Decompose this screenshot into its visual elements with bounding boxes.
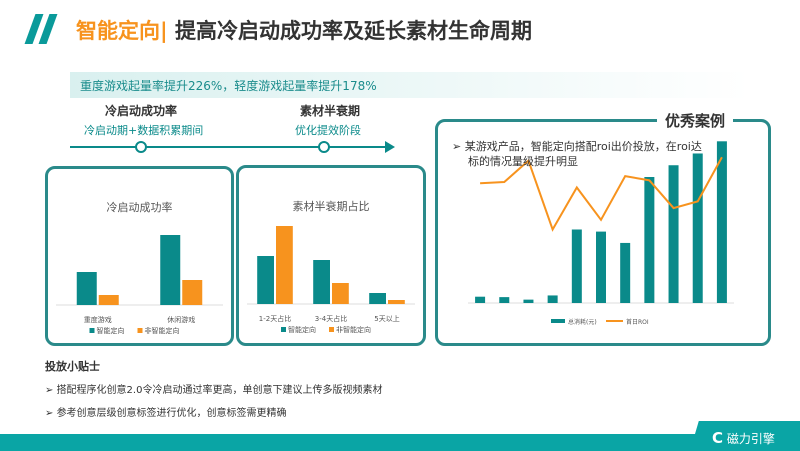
timeline-dot <box>318 141 330 153</box>
legend-swatch <box>329 327 334 332</box>
bar-total-spend <box>547 295 558 303</box>
case-text: ➢ 某游戏产品，智能定向搭配roi出价投放，在roi达 标的情况量级提升明显 <box>452 140 702 168</box>
timeline-arrow <box>385 141 395 153</box>
legend-label: 智能定向 <box>97 326 125 335</box>
x-tick-label: 休闲游戏 <box>167 315 195 324</box>
highlight-banner: 重度游戏起量率提升226%，轻度游戏起量率提升178% <box>70 72 750 98</box>
bar-smart <box>76 272 97 305</box>
case-box: 总消耗(元) 首日ROI <box>435 119 771 346</box>
line-first-day-roi <box>480 156 723 232</box>
tips-heading: 投放小贴士 <box>45 360 100 373</box>
bar-total-spend <box>620 242 631 303</box>
x-tick-label: 3-4天占比 <box>315 314 347 323</box>
legend-swatch <box>281 327 286 332</box>
legend-swatch <box>551 319 565 323</box>
legend-label: 非智能定向 <box>336 325 371 334</box>
bullet-icon: ➢ <box>45 408 57 419</box>
stage1-title: 冷启动成功率 <box>105 104 178 118</box>
chart-title: 素材半衰期占比 <box>293 199 370 213</box>
bar-smart <box>257 256 274 304</box>
bar-total-spend <box>475 296 486 303</box>
bar-total-spend <box>571 229 582 303</box>
bar-total-spend <box>716 141 727 303</box>
bar-non-smart <box>388 300 405 304</box>
tips-section: 投放小贴士 ➢ 搭配程序化创意2.0令冷启动通过率更高，单创意下建议上传多版视频… <box>45 358 382 427</box>
bar-total-spend <box>692 153 703 303</box>
footer-bar <box>0 434 800 451</box>
bar-total-spend <box>523 299 534 303</box>
stage2-sub: 优化提效阶段 <box>295 124 361 137</box>
bullet-icon: ➢ <box>45 385 57 396</box>
chart-title: 冷启动成功率 <box>107 200 173 214</box>
case-heading: 优秀案例 <box>657 110 734 131</box>
x-tick-label: 1-2天占比 <box>259 314 291 323</box>
bullet-icon: ➢ <box>452 140 465 153</box>
case-chart: 总消耗(元) 首日ROI <box>468 141 734 326</box>
tip-item: ➢ 参考创意层级创意标签进行优化，创意标签需更精确 <box>45 408 287 419</box>
tip-item: ➢ 搭配程序化创意2.0令冷启动通过率更高，单创意下建议上传多版视频素材 <box>45 385 383 396</box>
legend-swatch <box>137 328 143 333</box>
timeline-dot <box>135 141 147 153</box>
bar-non-smart <box>332 283 349 304</box>
x-tick-label: 重度游戏 <box>84 315 112 324</box>
chart-box-half-life: 素材半衰期占比 1-2天占比 3-4天占比 5天以上智能定向 非智能定向 <box>236 165 426 346</box>
bar-total-spend <box>644 177 655 303</box>
bar-smart <box>160 235 181 305</box>
bar-non-smart <box>98 295 119 305</box>
legend-label: 智能定向 <box>288 325 316 334</box>
x-tick-label: 5天以上 <box>374 314 399 323</box>
bar-smart <box>369 293 386 304</box>
bar-total-spend <box>596 231 606 303</box>
timeline-line <box>70 146 390 148</box>
legend-label: 总消耗(元) <box>568 318 597 326</box>
bar-non-smart <box>182 280 203 305</box>
bar-non-smart <box>276 226 293 304</box>
page-title: 智能定向| 提高冷启动成功率及延长素材生命周期 <box>76 19 532 43</box>
bar-smart <box>313 260 330 304</box>
bar-total-spend <box>668 165 679 303</box>
legend-swatch <box>89 328 95 333</box>
chart-box-cold-start: 冷启动成功率重度游戏 休闲游戏智能定向 非智能定向 <box>45 166 234 346</box>
legend-label: 首日ROI <box>626 318 649 326</box>
brand-logo: C 磁力引擎 <box>690 421 800 451</box>
legend-label: 非智能定向 <box>145 326 180 335</box>
stage2-title: 素材半衰期 <box>300 104 361 118</box>
brand-c-icon: C <box>712 429 724 447</box>
stage1-sub: 冷启动期+数据积累期间 <box>84 124 204 137</box>
bar-total-spend <box>499 297 510 303</box>
